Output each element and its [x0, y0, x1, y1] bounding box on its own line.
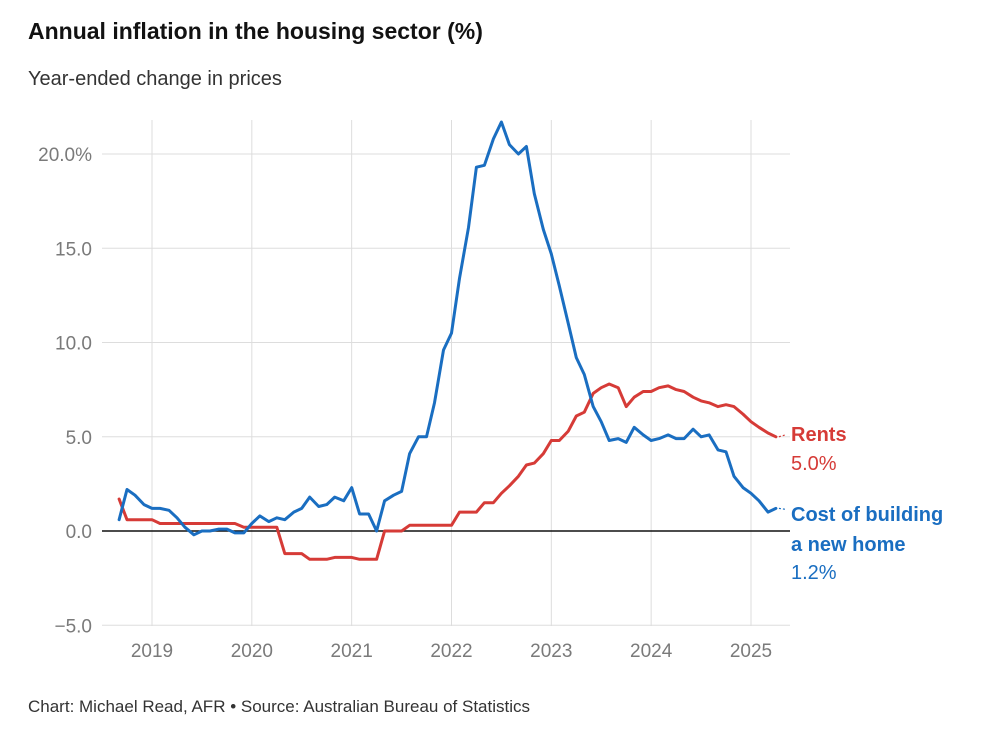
x-tick-label: 2022	[430, 641, 472, 662]
y-axis-ticks: −5.0 0.0 5.0 10.0 15.0 20.0%	[38, 145, 92, 637]
building-cost-line	[117, 120, 778, 537]
x-tick-label: 2019	[131, 641, 173, 662]
building-series-label-line-2: a new home	[791, 534, 905, 556]
chart-title: Annual inflation in the housing sector (…	[28, 18, 483, 44]
x-tick-label: 2023	[530, 641, 572, 662]
y-tick-label: 10.0	[55, 334, 92, 355]
rents-series-label: Rents	[791, 424, 847, 446]
building-series-label-line-1: Cost of building	[791, 504, 943, 526]
y-tick-label: 15.0	[55, 239, 92, 260]
gridlines	[102, 120, 790, 626]
y-tick-label: 0.0	[66, 522, 92, 543]
chart-subtitle: Year-ended change in prices	[28, 68, 282, 90]
line-chart: −5.0 0.0 5.0 10.0 15.0 20.0% 2019 2020 2021 2022…	[38, 120, 943, 662]
chart-source-credit: Chart: Michael Read, AFR • Source: Austr…	[28, 697, 531, 716]
series-lines	[117, 120, 787, 561]
x-tick-label: 2024	[630, 641, 673, 662]
rents-line	[117, 382, 778, 561]
building-latest-value: 1.2%	[791, 562, 837, 584]
x-tick-label: 2020	[231, 641, 273, 662]
y-tick-label: 5.0	[66, 428, 92, 449]
building-label-leader	[778, 507, 787, 510]
x-tick-label: 2025	[730, 641, 772, 662]
series-labels: Rents 5.0% Cost of building a new home 1…	[791, 424, 943, 584]
y-tick-label: 20.0%	[38, 145, 92, 166]
rents-label-leader	[778, 434, 787, 438]
rents-latest-value: 5.0%	[791, 453, 837, 475]
y-tick-label: −5.0	[54, 616, 92, 637]
x-tick-label: 2021	[331, 641, 373, 662]
x-axis-ticks: 2019 2020 2021 2022 2023 2024 2025	[131, 641, 772, 662]
